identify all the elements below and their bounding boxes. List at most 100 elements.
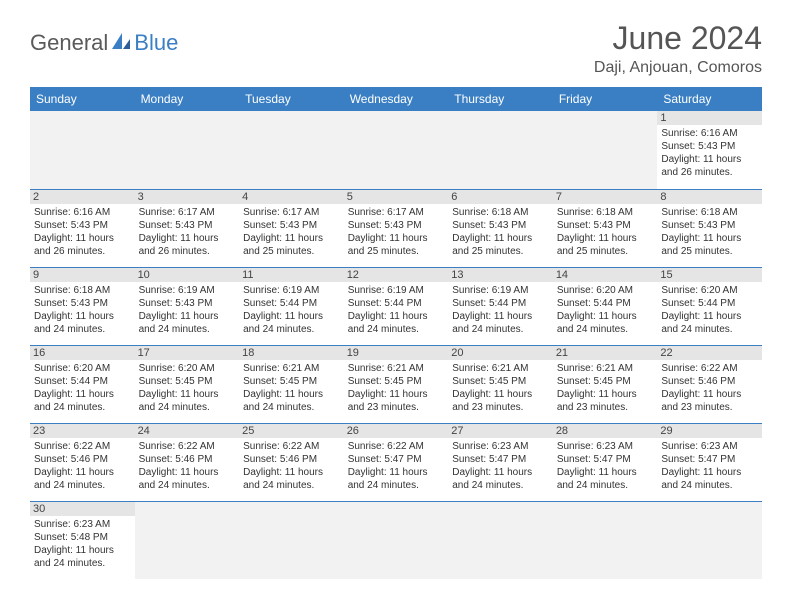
info-line: Sunset: 5:43 PM xyxy=(139,219,236,232)
info-line: Daylight: 11 hours xyxy=(557,388,654,401)
day-cell: 21Sunrise: 6:21 AMSunset: 5:45 PMDayligh… xyxy=(553,345,658,423)
info-line: and 24 minutes. xyxy=(348,479,445,492)
info-line: Daylight: 11 hours xyxy=(557,466,654,479)
empty-cell xyxy=(344,501,449,579)
sail-icon xyxy=(110,31,132,56)
day-cell: 30Sunrise: 6:23 AMSunset: 5:48 PMDayligh… xyxy=(30,501,135,579)
info-line: Sunset: 5:46 PM xyxy=(243,453,340,466)
info-line: Sunrise: 6:18 AM xyxy=(34,284,131,297)
day-header: Tuesday xyxy=(239,87,344,111)
day-number: 23 xyxy=(30,424,135,438)
info-line: and 23 minutes. xyxy=(452,401,549,414)
info-line: and 24 minutes. xyxy=(661,323,758,336)
day-info: Sunrise: 6:21 AMSunset: 5:45 PMDaylight:… xyxy=(243,362,340,414)
calendar-row: 30Sunrise: 6:23 AMSunset: 5:48 PMDayligh… xyxy=(30,501,762,579)
info-line: Daylight: 11 hours xyxy=(34,310,131,323)
calendar-body: 1Sunrise: 6:16 AMSunset: 5:43 PMDaylight… xyxy=(30,111,762,579)
month-title: June 2024 xyxy=(594,20,762,57)
info-line: Sunrise: 6:17 AM xyxy=(348,206,445,219)
info-line: Sunset: 5:43 PM xyxy=(661,219,758,232)
info-line: Sunrise: 6:22 AM xyxy=(34,440,131,453)
info-line: Sunset: 5:43 PM xyxy=(661,140,758,153)
info-line: Sunset: 5:43 PM xyxy=(557,219,654,232)
day-number: 17 xyxy=(135,346,240,360)
empty-cell xyxy=(135,111,240,189)
empty-cell xyxy=(239,111,344,189)
day-cell: 25Sunrise: 6:22 AMSunset: 5:46 PMDayligh… xyxy=(239,423,344,501)
day-number: 8 xyxy=(657,190,762,204)
day-info: Sunrise: 6:23 AMSunset: 5:47 PMDaylight:… xyxy=(661,440,758,492)
info-line: and 24 minutes. xyxy=(243,479,340,492)
logo: General Blue xyxy=(30,30,178,56)
day-info: Sunrise: 6:17 AMSunset: 5:43 PMDaylight:… xyxy=(348,206,445,258)
day-header: Monday xyxy=(135,87,240,111)
day-cell: 13Sunrise: 6:19 AMSunset: 5:44 PMDayligh… xyxy=(448,267,553,345)
info-line: Daylight: 11 hours xyxy=(348,310,445,323)
info-line: and 25 minutes. xyxy=(557,245,654,258)
info-line: Daylight: 11 hours xyxy=(452,310,549,323)
day-cell: 12Sunrise: 6:19 AMSunset: 5:44 PMDayligh… xyxy=(344,267,449,345)
info-line: Daylight: 11 hours xyxy=(139,466,236,479)
info-line: Daylight: 11 hours xyxy=(34,232,131,245)
day-number: 2 xyxy=(30,190,135,204)
day-number: 3 xyxy=(135,190,240,204)
day-info: Sunrise: 6:21 AMSunset: 5:45 PMDaylight:… xyxy=(452,362,549,414)
day-info: Sunrise: 6:19 AMSunset: 5:43 PMDaylight:… xyxy=(139,284,236,336)
empty-cell xyxy=(553,111,658,189)
day-number: 7 xyxy=(553,190,658,204)
day-info: Sunrise: 6:19 AMSunset: 5:44 PMDaylight:… xyxy=(348,284,445,336)
info-line: Daylight: 11 hours xyxy=(348,466,445,479)
info-line: Sunrise: 6:16 AM xyxy=(34,206,131,219)
day-cell: 10Sunrise: 6:19 AMSunset: 5:43 PMDayligh… xyxy=(135,267,240,345)
info-line: and 25 minutes. xyxy=(348,245,445,258)
info-line: Sunset: 5:46 PM xyxy=(139,453,236,466)
info-line: Sunrise: 6:19 AM xyxy=(348,284,445,297)
info-line: Daylight: 11 hours xyxy=(243,310,340,323)
calendar-table: SundayMondayTuesdayWednesdayThursdayFrid… xyxy=(30,87,762,579)
day-info: Sunrise: 6:22 AMSunset: 5:46 PMDaylight:… xyxy=(661,362,758,414)
info-line: Daylight: 11 hours xyxy=(661,388,758,401)
info-line: and 24 minutes. xyxy=(557,323,654,336)
day-cell: 15Sunrise: 6:20 AMSunset: 5:44 PMDayligh… xyxy=(657,267,762,345)
info-line: and 24 minutes. xyxy=(34,479,131,492)
day-cell: 6Sunrise: 6:18 AMSunset: 5:43 PMDaylight… xyxy=(448,189,553,267)
day-number: 16 xyxy=(30,346,135,360)
day-header: Saturday xyxy=(657,87,762,111)
day-cell: 8Sunrise: 6:18 AMSunset: 5:43 PMDaylight… xyxy=(657,189,762,267)
empty-cell xyxy=(657,501,762,579)
info-line: Sunset: 5:44 PM xyxy=(661,297,758,310)
info-line: and 26 minutes. xyxy=(34,245,131,258)
day-header: Sunday xyxy=(30,87,135,111)
day-info: Sunrise: 6:18 AMSunset: 5:43 PMDaylight:… xyxy=(557,206,654,258)
day-number: 18 xyxy=(239,346,344,360)
info-line: Sunset: 5:44 PM xyxy=(34,375,131,388)
info-line: Daylight: 11 hours xyxy=(661,153,758,166)
logo-text-blue: Blue xyxy=(134,30,178,56)
info-line: Sunset: 5:46 PM xyxy=(34,453,131,466)
info-line: Sunrise: 6:22 AM xyxy=(243,440,340,453)
day-number: 28 xyxy=(553,424,658,438)
day-number: 13 xyxy=(448,268,553,282)
info-line: and 23 minutes. xyxy=(661,401,758,414)
day-number: 24 xyxy=(135,424,240,438)
info-line: and 24 minutes. xyxy=(139,401,236,414)
day-number: 30 xyxy=(30,502,135,516)
info-line: Sunrise: 6:23 AM xyxy=(557,440,654,453)
info-line: and 23 minutes. xyxy=(348,401,445,414)
info-line: Sunset: 5:45 PM xyxy=(139,375,236,388)
day-number: 11 xyxy=(239,268,344,282)
info-line: Daylight: 11 hours xyxy=(34,388,131,401)
info-line: Sunset: 5:44 PM xyxy=(557,297,654,310)
info-line: Daylight: 11 hours xyxy=(243,388,340,401)
day-header: Friday xyxy=(553,87,658,111)
info-line: and 24 minutes. xyxy=(34,401,131,414)
info-line: Sunrise: 6:23 AM xyxy=(452,440,549,453)
calendar-row: 2 Sunrise: 6:16 AM Sunset: 5:43 PM Daylight… xyxy=(30,189,762,267)
day-info: Sunrise: 6:22 AMSunset: 5:46 PMDaylight:… xyxy=(34,440,131,492)
info-line: Daylight: 11 hours xyxy=(243,466,340,479)
info-line: Sunset: 5:47 PM xyxy=(557,453,654,466)
info-line: Daylight: 11 hours xyxy=(348,232,445,245)
day-header: Thursday xyxy=(448,87,553,111)
header: General Blue June 2024 Daji, Anjouan, Co… xyxy=(30,20,762,77)
info-line: Daylight: 11 hours xyxy=(139,388,236,401)
